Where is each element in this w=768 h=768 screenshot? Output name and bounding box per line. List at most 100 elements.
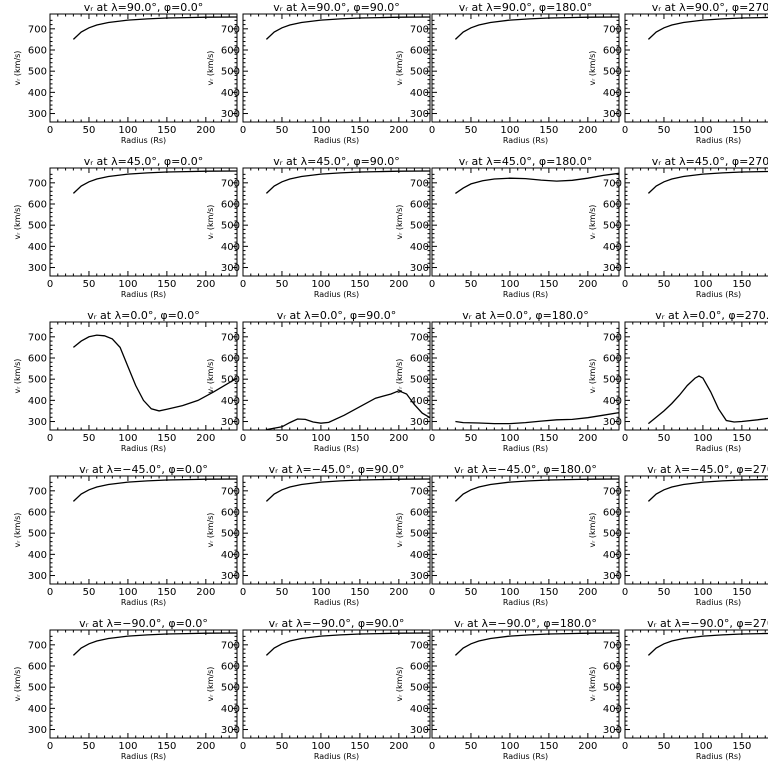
x-tick-label: 150 (732, 741, 751, 752)
y-axis-label: vᵣ (km/s) (395, 51, 404, 86)
panel-title: vᵣ at λ=−45.0°, φ=180.0° (454, 463, 597, 476)
y-tick-label: 500 (221, 375, 240, 386)
y-tick-label: 600 (410, 200, 429, 211)
x-tick-label: 150 (350, 125, 369, 136)
x-tick-label: 100 (500, 433, 519, 444)
panel-3-3: vᵣ at λ=−45.0°, φ=270.0°0501001502003004… (588, 463, 768, 607)
x-tick-label: 100 (693, 741, 712, 752)
x-tick-label: 0 (240, 741, 246, 752)
x-tick-label: 50 (465, 741, 478, 752)
y-tick-label: 300 (221, 417, 240, 428)
y-tick-label: 700 (410, 640, 429, 651)
y-tick-label: 500 (221, 683, 240, 694)
y-tick-label: 400 (410, 396, 429, 407)
x-axis-label: Radius (Rs) (696, 752, 741, 761)
y-tick-label: 300 (410, 725, 429, 736)
data-line (455, 411, 620, 425)
panel-0-2: vᵣ at λ=90.0°, φ=180.0° 0 50 100 150 200 300 40… (395, 1, 620, 145)
x-tick-label: 100 (118, 125, 137, 136)
y-tick-label: 300 (603, 417, 622, 428)
panel-0-3: vᵣ at λ=90.0°, φ=270.0°05010015020030040… (588, 1, 768, 145)
x-axis-label: Radius (Rs) (696, 598, 741, 607)
y-axis-label: vᵣ (km/s) (13, 51, 22, 86)
x-axis-label: Radius (Rs) (696, 290, 741, 299)
x-tick-label: 150 (157, 433, 176, 444)
x-axis-label: Radius (Rs) (314, 752, 359, 761)
panel-0-0: vᵣ at λ=90.0°, φ=0.0° 0 50 100 150 200 300 400 5… (13, 1, 238, 145)
panel-4-0: vᵣ at λ=−90.0°, φ=0.0° 0 50 100 150 200 300 400… (13, 617, 238, 761)
x-tick-label: 100 (693, 433, 712, 444)
y-tick-label: 500 (603, 375, 622, 386)
y-tick-label: 300 (28, 109, 47, 120)
x-axis-label: Radius (Rs) (503, 598, 548, 607)
y-axis-label: vᵣ (km/s) (13, 205, 22, 240)
y-tick-label: 700 (410, 486, 429, 497)
y-tick-label: 500 (28, 683, 47, 694)
panel-2-1: vᵣ at λ=0.0°, φ=90.0°0 50 100 150 2003004005… (206, 309, 431, 453)
x-tick-label: 0 (429, 125, 435, 136)
x-tick-label: 150 (350, 279, 369, 290)
y-tick-label: 400 (28, 550, 47, 561)
x-tick-label: 150 (157, 125, 176, 136)
data-line (72, 478, 238, 502)
panel-title: vᵣ at λ=0.0°, φ=0.0° (87, 309, 200, 322)
x-tick-label: 0 (240, 433, 246, 444)
y-tick-label: 600 (603, 46, 622, 57)
y-axis-label: vᵣ (km/s) (13, 513, 22, 548)
x-tick-label: 0 (47, 587, 53, 598)
y-axis-label: vᵣ (km/s) (395, 205, 404, 240)
y-tick-label: 600 (410, 46, 429, 57)
y-tick-label: 500 (410, 683, 429, 694)
y-tick-label: 600 (221, 662, 240, 673)
data-line (647, 478, 768, 502)
plot-frame (624, 475, 768, 585)
x-tick-label: 50 (276, 125, 289, 136)
y-tick-label: 300 (410, 417, 429, 428)
x-tick-label: 50 (658, 741, 671, 752)
x-tick-label: 0 (429, 279, 435, 290)
x-tick-label: 150 (732, 125, 751, 136)
plot-frame (624, 13, 768, 123)
y-tick-label: 700 (28, 640, 47, 651)
panel-title: vᵣ at λ=90.0°, φ=180.0° (459, 1, 593, 14)
y-tick-label: 400 (221, 242, 240, 253)
y-tick-label: 600 (28, 508, 47, 519)
y-tick-label: 400 (221, 704, 240, 715)
y-axis-label: vᵣ (km/s) (206, 513, 215, 548)
x-tick-label: 50 (276, 279, 289, 290)
y-tick-label: 400 (221, 396, 240, 407)
x-tick-label: 100 (118, 279, 137, 290)
x-tick-label: 200 (578, 587, 597, 598)
y-tick-label: 700 (221, 640, 240, 651)
y-tick-label: 300 (221, 571, 240, 582)
x-tick-label: 200 (578, 279, 597, 290)
y-tick-label: 300 (603, 725, 622, 736)
panel-0-1: vᵣ at λ=90.0°, φ=90.0°0 50 100 150 200300400… (206, 1, 431, 145)
y-tick-label: 300 (28, 725, 47, 736)
x-tick-label: 50 (465, 279, 478, 290)
x-tick-label: 200 (389, 741, 408, 752)
y-tick-label: 600 (221, 46, 240, 57)
plot-frame (624, 629, 768, 739)
y-tick-label: 700 (410, 332, 429, 343)
data-line (265, 632, 431, 656)
y-tick-label: 400 (410, 550, 429, 561)
y-axis-label: vᵣ (km/s) (13, 359, 22, 394)
panel-4-3: vᵣ at λ=−90.0°, φ=270.0°0501001502003004… (588, 617, 768, 761)
x-tick-label: 200 (389, 433, 408, 444)
y-tick-label: 300 (221, 263, 240, 274)
y-tick-label: 300 (410, 263, 429, 274)
data-line (72, 170, 238, 194)
panel-title: vᵣ at λ=0.0°, φ=90.0° (277, 309, 397, 322)
x-axis-label: Radius (Rs) (314, 598, 359, 607)
x-tick-label: 200 (196, 279, 215, 290)
y-tick-label: 500 (603, 529, 622, 540)
data-line (647, 16, 768, 40)
y-tick-label: 500 (410, 67, 429, 78)
panel-1-3: vᵣ at λ=45.0°, φ=270.0°05010015020030040… (588, 155, 768, 299)
y-axis-label: vᵣ (km/s) (13, 667, 22, 702)
y-tick-label: 400 (603, 704, 622, 715)
y-tick-label: 300 (603, 263, 622, 274)
y-tick-label: 500 (410, 529, 429, 540)
x-tick-label: 150 (732, 587, 751, 598)
